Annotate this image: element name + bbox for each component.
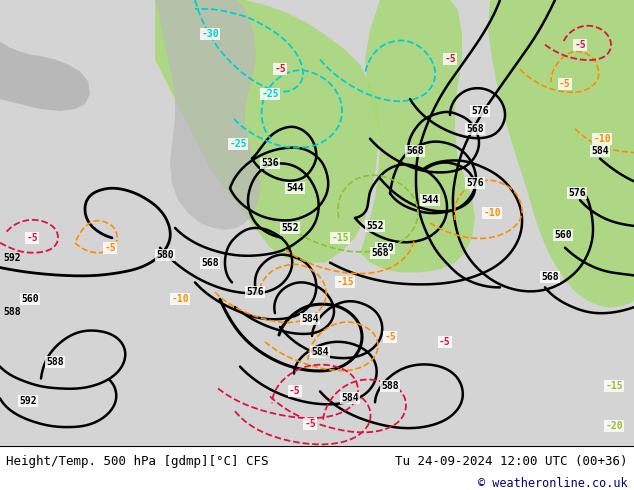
- Text: -5: -5: [384, 332, 396, 342]
- Text: 568: 568: [371, 247, 389, 258]
- Text: 576: 576: [466, 178, 484, 188]
- Text: 536: 536: [261, 158, 279, 169]
- Text: 580: 580: [156, 250, 174, 260]
- Text: 568: 568: [406, 146, 424, 156]
- Text: 544: 544: [286, 183, 304, 193]
- Text: -10: -10: [593, 134, 611, 144]
- Text: -25: -25: [229, 139, 247, 148]
- Text: 576: 576: [471, 106, 489, 116]
- Text: -5: -5: [274, 64, 286, 74]
- Text: 588: 588: [46, 357, 64, 367]
- Text: Tu 24-09-2024 12:00 UTC (00+36): Tu 24-09-2024 12:00 UTC (00+36): [395, 455, 628, 468]
- Text: -15: -15: [336, 277, 354, 288]
- Text: -5: -5: [559, 79, 571, 89]
- Text: -5: -5: [444, 54, 456, 65]
- Text: 592: 592: [19, 396, 37, 406]
- Polygon shape: [155, 0, 260, 230]
- Polygon shape: [360, 0, 475, 272]
- Text: © weatheronline.co.uk: © weatheronline.co.uk: [478, 477, 628, 490]
- Text: -5: -5: [289, 387, 301, 396]
- Text: 560: 560: [376, 243, 394, 253]
- Text: -25: -25: [261, 89, 279, 99]
- Text: 592: 592: [3, 253, 21, 263]
- Text: 588: 588: [3, 307, 21, 317]
- Text: 568: 568: [201, 258, 219, 268]
- Text: 584: 584: [591, 146, 609, 156]
- Text: -5: -5: [439, 337, 451, 347]
- Text: Height/Temp. 500 hPa [gdmp][°C] CFS: Height/Temp. 500 hPa [gdmp][°C] CFS: [6, 455, 269, 468]
- Polygon shape: [488, 0, 634, 307]
- Text: 560: 560: [554, 230, 572, 240]
- Text: 588: 588: [381, 381, 399, 392]
- Text: -10: -10: [483, 208, 501, 218]
- Text: 584: 584: [311, 347, 329, 357]
- Text: 576: 576: [246, 287, 264, 297]
- Text: 584: 584: [301, 314, 319, 324]
- Text: -5: -5: [574, 40, 586, 49]
- Text: 552: 552: [366, 221, 384, 231]
- Text: 560: 560: [21, 294, 39, 304]
- Text: -15: -15: [605, 381, 623, 392]
- Text: 544: 544: [421, 195, 439, 205]
- Text: -10: -10: [171, 294, 189, 304]
- Text: 568: 568: [466, 124, 484, 134]
- Text: -5: -5: [104, 243, 116, 253]
- Polygon shape: [155, 0, 380, 263]
- Polygon shape: [0, 0, 90, 111]
- Text: -15: -15: [331, 233, 349, 243]
- Text: -20: -20: [605, 421, 623, 431]
- Text: 568: 568: [541, 272, 559, 282]
- Text: -5: -5: [26, 233, 38, 243]
- Text: -5: -5: [304, 419, 316, 429]
- Text: 552: 552: [281, 223, 299, 233]
- Text: -30: -30: [201, 29, 219, 39]
- Text: 584: 584: [341, 393, 359, 403]
- Text: 576: 576: [568, 188, 586, 198]
